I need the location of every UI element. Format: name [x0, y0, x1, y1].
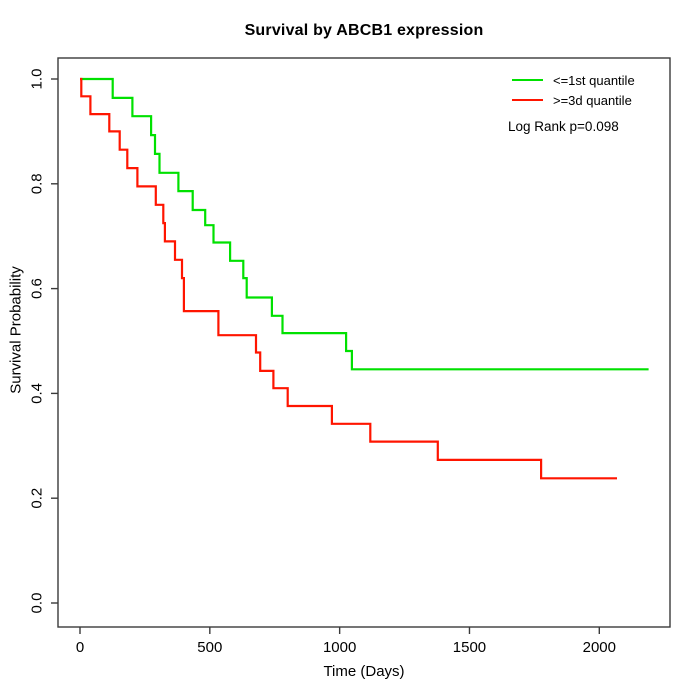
y-tick-label: 0.2 — [29, 488, 46, 509]
legend-label: >=3d quantile — [553, 92, 632, 108]
y-axis-label: Survival Probability — [7, 266, 25, 394]
green-line-swatch — [512, 79, 543, 81]
legend-item-first-quantile: <=1st quantile — [508, 70, 635, 90]
y-tick-label: 0.8 — [29, 173, 46, 194]
x-tick-label: 1500 — [453, 639, 486, 656]
survival-curve-low-expression — [80, 77, 649, 371]
legend-item-third-quantile: >=3d quantile — [508, 90, 635, 110]
red-line-swatch — [512, 99, 543, 101]
survival-curve-high-expression — [80, 77, 617, 480]
plot-border — [57, 57, 671, 628]
y-tick-label: 0.0 — [29, 593, 46, 614]
x-tick-label: 2000 — [583, 639, 616, 656]
y-tick-label: 0.6 — [29, 278, 46, 299]
x-tick-label: 0 — [76, 639, 84, 656]
log-rank-annotation: Log Rank p=0.098 — [508, 119, 619, 134]
x-tick-label: 500 — [197, 639, 222, 656]
y-tick-label: 0.4 — [29, 383, 46, 404]
chart-title: Survival by ABCB1 expression — [244, 22, 484, 39]
y-tick-label: 1.0 — [29, 69, 46, 90]
legend: <=1st quantile >=3d quantile Log Rank p=… — [508, 70, 635, 135]
x-tick-label: 1000 — [323, 639, 356, 656]
legend-label: <=1st quantile — [553, 72, 635, 88]
x-axis-label: Time (Days) — [323, 663, 405, 680]
